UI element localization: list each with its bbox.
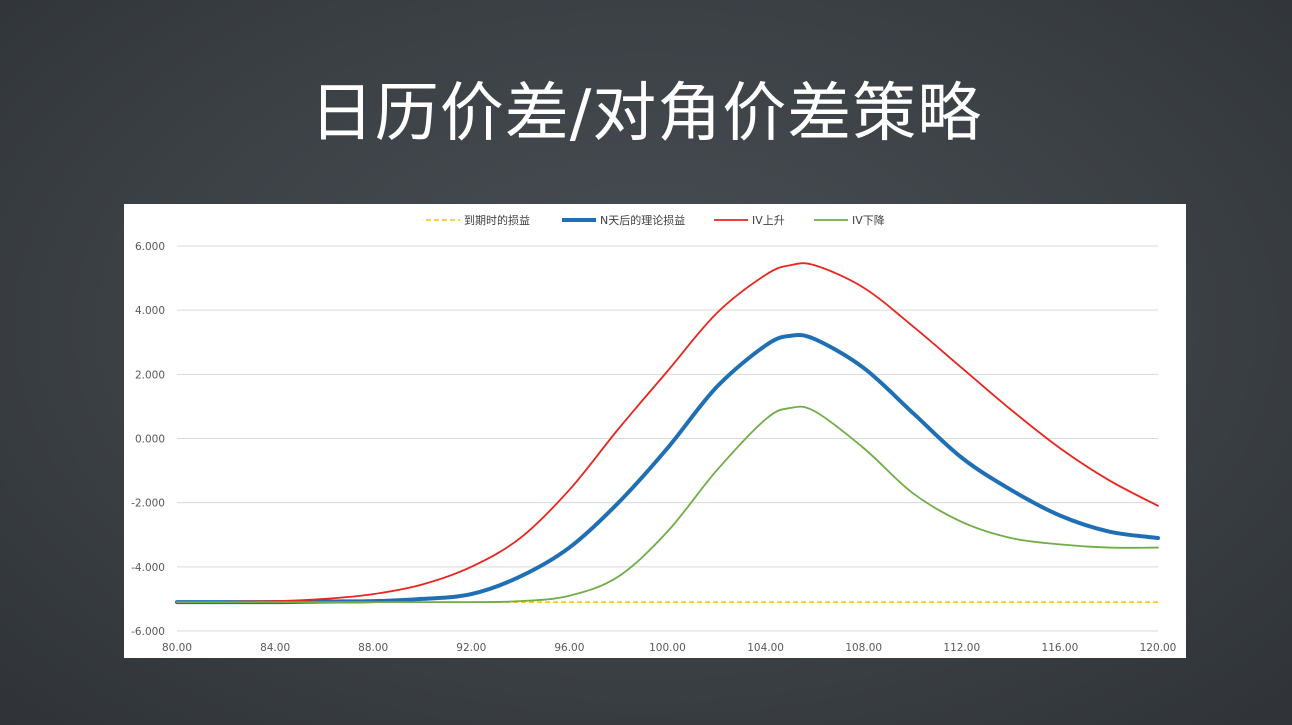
- x-tick-label: 84.00: [260, 642, 290, 654]
- series-line-N天后的理论损益: [175, 332, 1160, 605]
- y-tick-label: 6.000: [135, 241, 165, 253]
- y-tick-label: 2.000: [135, 369, 165, 381]
- chart-panel: 6.000 4.000 2.000 0.000 -2.000 -4.000 -6.000 8…: [124, 204, 1186, 658]
- series-line-IV下降: [176, 405, 1159, 604]
- x-tick-label: 104.00: [747, 642, 784, 654]
- x-tick-label: 112.00: [943, 642, 980, 654]
- legend-label: IV下降: [852, 213, 885, 227]
- x-tick-label: 88.00: [358, 642, 388, 654]
- slide-title: 日历价差/对角价差策略: [309, 77, 983, 151]
- x-tick-label: 116.00: [1042, 642, 1079, 654]
- x-tick-label: 100.00: [649, 642, 686, 654]
- y-axis-ticks: 6.000 4.000 2.000 0.000 -2.000 -4.000 -6.000: [131, 241, 165, 638]
- legend-label: 到期时的损益: [464, 213, 530, 227]
- gridlines: [177, 245, 1158, 632]
- x-tick-label: 80.00: [162, 642, 192, 654]
- series-line-IV上升: [176, 262, 1159, 604]
- line-chart: 6.000 4.000 2.000 0.000 -2.000 -4.000 -6.000 8…: [131, 213, 1176, 654]
- legend-label: IV上升: [752, 214, 785, 227]
- x-tick-label: 108.00: [845, 642, 882, 654]
- y-tick-label: -2.000: [131, 498, 165, 510]
- x-tick-label: 120.00: [1140, 642, 1177, 654]
- series-lines: [175, 262, 1160, 605]
- y-tick-label: 0.000: [135, 434, 165, 446]
- y-tick-label: 4.000: [135, 305, 165, 317]
- y-tick-label: -6.000: [131, 626, 165, 638]
- x-tick-label: 92.00: [456, 642, 486, 654]
- x-axis-ticks: 80.00 84.00 88.00 92.00 96.00 100.00 104.00 108…: [162, 642, 1176, 654]
- legend: 到期时的损益 N天后的理论损益 IV上升 IV下降: [426, 213, 885, 227]
- x-tick-label: 96.00: [554, 642, 584, 654]
- y-tick-label: -4.000: [131, 562, 165, 574]
- legend-label: N天后的理论损益: [600, 213, 685, 227]
